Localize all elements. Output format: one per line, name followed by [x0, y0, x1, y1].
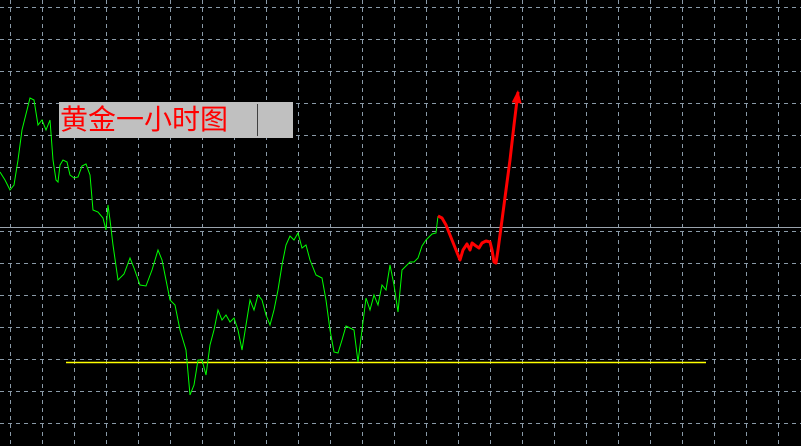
- arrow-head: [511, 90, 522, 104]
- history-price-line: [0, 97, 439, 396]
- forecast-arrow-line: [437, 91, 520, 265]
- text-caret: [257, 104, 258, 136]
- chart-title-label: 黄金一小时图: [59, 102, 293, 138]
